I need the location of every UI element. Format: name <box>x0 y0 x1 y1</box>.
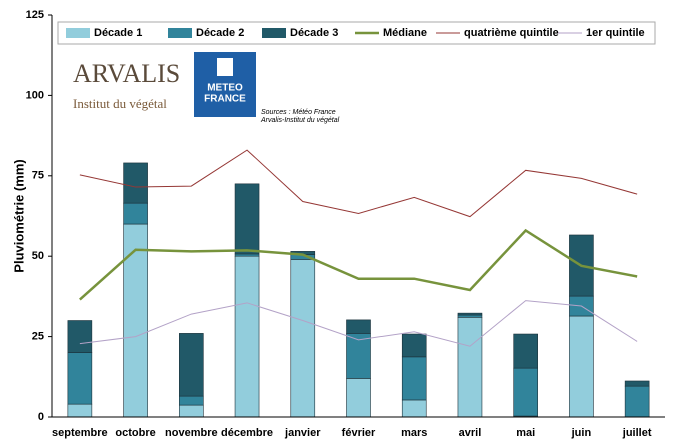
bar-segment <box>123 162 148 204</box>
x-tick-label: février <box>342 427 376 439</box>
bar-segment <box>123 223 148 418</box>
logo-text: METEO <box>207 83 243 94</box>
bar-segment <box>67 352 93 405</box>
x-tick-label: septembre <box>52 427 108 439</box>
bar-segment <box>457 314 483 318</box>
source-text: Arvalis-Institut du végétal <box>260 117 340 124</box>
bar-segment <box>401 333 427 358</box>
y-tick-label: 100 <box>26 89 44 101</box>
bar-segment <box>401 399 427 418</box>
x-tick-label: mai <box>516 427 535 439</box>
bar-segment <box>513 333 538 369</box>
y-tick-label: 25 <box>32 331 44 343</box>
bar-segment <box>123 202 148 225</box>
bar-segment <box>401 356 427 401</box>
legend-swatch <box>66 28 90 38</box>
y-axis-label: Pluviométrie (mm) <box>11 159 26 272</box>
legend-label: Médiane <box>383 27 427 39</box>
x-tick-label: mars <box>401 427 427 439</box>
bar-segment <box>234 183 260 255</box>
bar-segment <box>457 317 483 418</box>
legend-swatch <box>168 28 192 38</box>
logo-text: Institut du végétal <box>73 96 167 111</box>
bar-segment <box>624 385 650 418</box>
x-tick-label: octobre <box>115 427 155 439</box>
bar-segment <box>569 315 594 418</box>
legend-swatch <box>262 28 286 38</box>
bar-segment <box>67 403 93 418</box>
bar-segment <box>457 312 483 316</box>
x-tick-label: novembre <box>165 427 218 439</box>
line-series <box>79 228 638 301</box>
bar-segment <box>290 259 316 418</box>
line-series <box>79 149 638 218</box>
legend-label: Décade 3 <box>290 27 338 39</box>
source-text: Sources : Météo France <box>261 109 336 116</box>
x-tick-label: décembre <box>221 427 273 439</box>
legend-label: Décade 2 <box>196 27 244 39</box>
bar-segment <box>234 255 260 418</box>
y-tick-label: 125 <box>26 9 44 21</box>
bar-segment <box>346 319 371 334</box>
x-tick-label: juillet <box>622 427 652 439</box>
bar-segment <box>346 378 371 418</box>
bar-segment <box>234 253 260 257</box>
logo-text: FRANCE <box>204 94 246 105</box>
line-series <box>79 300 638 347</box>
bar-segment <box>513 367 538 417</box>
bar-segment <box>624 380 650 387</box>
bar-segment <box>179 333 204 397</box>
x-tick-label: janvier <box>284 427 321 439</box>
legend-label: quatrième quintile <box>464 27 559 39</box>
x-tick-label: juin <box>571 427 592 439</box>
bar-segment <box>179 395 204 406</box>
legend-label: Décade 1 <box>94 27 142 39</box>
y-tick-label: 75 <box>32 170 44 182</box>
y-tick-label: 0 <box>38 411 44 423</box>
x-tick-label: avril <box>459 427 482 439</box>
legend-label: 1er quintile <box>586 27 645 39</box>
logo-text: ARVALIS <box>73 59 180 88</box>
logo-icon <box>217 58 233 76</box>
bar-segment <box>67 320 93 353</box>
bar-segment <box>179 404 204 418</box>
y-tick-label: 50 <box>32 250 44 262</box>
